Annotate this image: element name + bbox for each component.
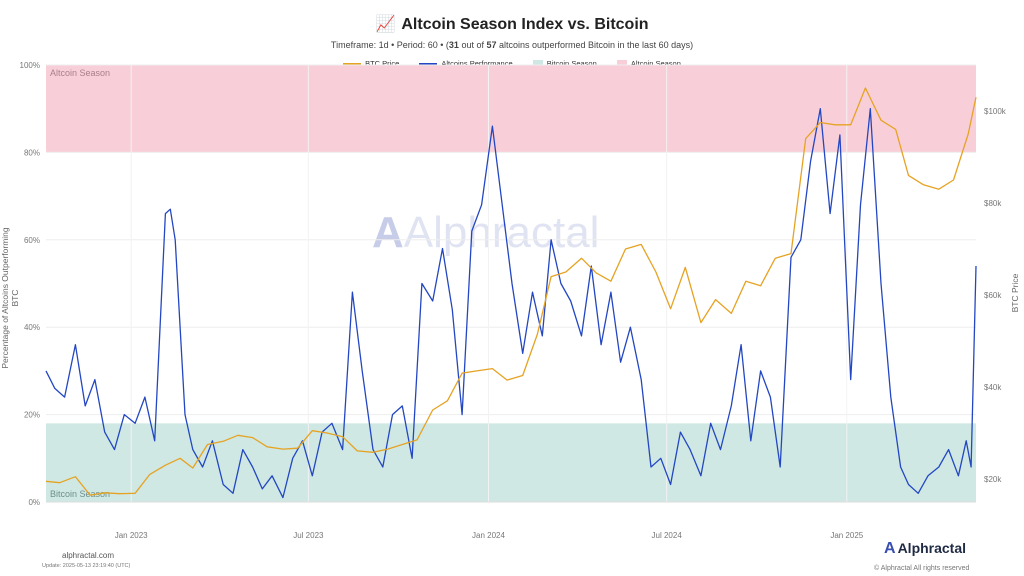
x-tick-label: Jan 2025 xyxy=(830,531,863,540)
subtitle-suffix: altcoins outperformed Bitcoin in the las… xyxy=(496,40,694,50)
legend-item-altcoin-season[interactable]: Altcoin Season xyxy=(616,58,681,68)
title-text: Altcoin Season Index vs. Bitcoin xyxy=(401,16,649,33)
y-right-tick-label: $100k xyxy=(984,107,1007,116)
y-left-tick-label: 100% xyxy=(20,61,40,70)
legend-swatch-btc xyxy=(343,62,362,65)
band-bitcoin-season xyxy=(46,423,976,502)
watermark-logo-icon: A xyxy=(372,208,404,257)
band-altcoin-season xyxy=(46,65,976,153)
legend-label-altcoin-season: Altcoin Season xyxy=(630,58,681,68)
legend-item-btc[interactable]: BTC Price xyxy=(343,59,399,68)
y-left-tick-label: 0% xyxy=(28,498,40,507)
chart-subtitle: Timeframe: 1d • Period: 60 • (31 out of … xyxy=(0,40,1024,50)
legend-swatch-altcoin-season xyxy=(616,59,627,68)
brand-name: Alphractal xyxy=(897,540,967,556)
x-tick-label: Jan 2023 xyxy=(115,531,148,540)
btc-price-line xyxy=(45,87,977,496)
y-left-tick-label: 60% xyxy=(24,236,40,245)
subtitle-mid: out of xyxy=(458,40,487,50)
y-axis-right-label: BTC Price xyxy=(1010,273,1020,313)
y-left-tick-label: 20% xyxy=(24,411,40,420)
legend-label-bitcoin-season: Bitcoin Season xyxy=(546,58,597,68)
y-left-tick-label: 80% xyxy=(24,148,40,157)
legend-label-alt: Altcoins Performance xyxy=(441,58,513,68)
legend-label-btc: BTC Price xyxy=(365,58,400,68)
band-label-altcoin-season: Altcoin Season xyxy=(50,68,110,78)
legend-swatch-alt xyxy=(419,62,438,65)
chart-title: 📈 Altcoin Season Index vs. Bitcoin xyxy=(0,14,1024,34)
legend-item-alt[interactable]: Altcoins Performance xyxy=(419,58,513,68)
chart-up-icon: 📈 xyxy=(375,16,396,33)
watermark-text: Alphractal xyxy=(403,208,600,257)
y-right-tick-label: $20k xyxy=(984,475,1002,484)
y-left-tick-label: 40% xyxy=(24,323,40,332)
band-label-bitcoin-season: Bitcoin Season xyxy=(50,489,110,499)
legend: BTC Price Altcoins Performance Bitcoin S… xyxy=(0,58,1024,68)
footer-update-time: Update: 2025-05-13 23:19:40 (UTC) xyxy=(42,563,131,569)
footer-site-link[interactable]: alphractal.com xyxy=(62,551,115,560)
brand-logo-icon: A xyxy=(884,540,896,557)
footer-copyright: © Alphractal All rights reserved xyxy=(874,565,970,572)
legend-swatch-bitcoin-season xyxy=(532,59,543,68)
subtitle-total: 57 xyxy=(486,40,497,50)
watermark: AAlphractal xyxy=(372,208,599,258)
y-right-tick-label: $40k xyxy=(984,383,1002,392)
subtitle-count: 31 xyxy=(448,40,459,50)
altcoins-performance-line xyxy=(45,108,977,499)
x-tick-label: Jan 2024 xyxy=(472,531,505,540)
x-tick-label: Jul 2023 xyxy=(293,531,324,540)
y-right-tick-label: $80k xyxy=(984,199,1002,208)
y-axis-left-label: Percentage of Altcoins Outperforming BTC xyxy=(0,227,20,369)
y-right-tick-label: $60k xyxy=(984,291,1002,300)
subtitle-prefix: Timeframe: 1d • Period: 60 • ( xyxy=(330,40,449,50)
brand-logo: A Alphractal xyxy=(884,540,966,558)
legend-item-bitcoin-season[interactable]: Bitcoin Season xyxy=(532,58,597,68)
x-tick-label: Jul 2024 xyxy=(652,531,683,540)
